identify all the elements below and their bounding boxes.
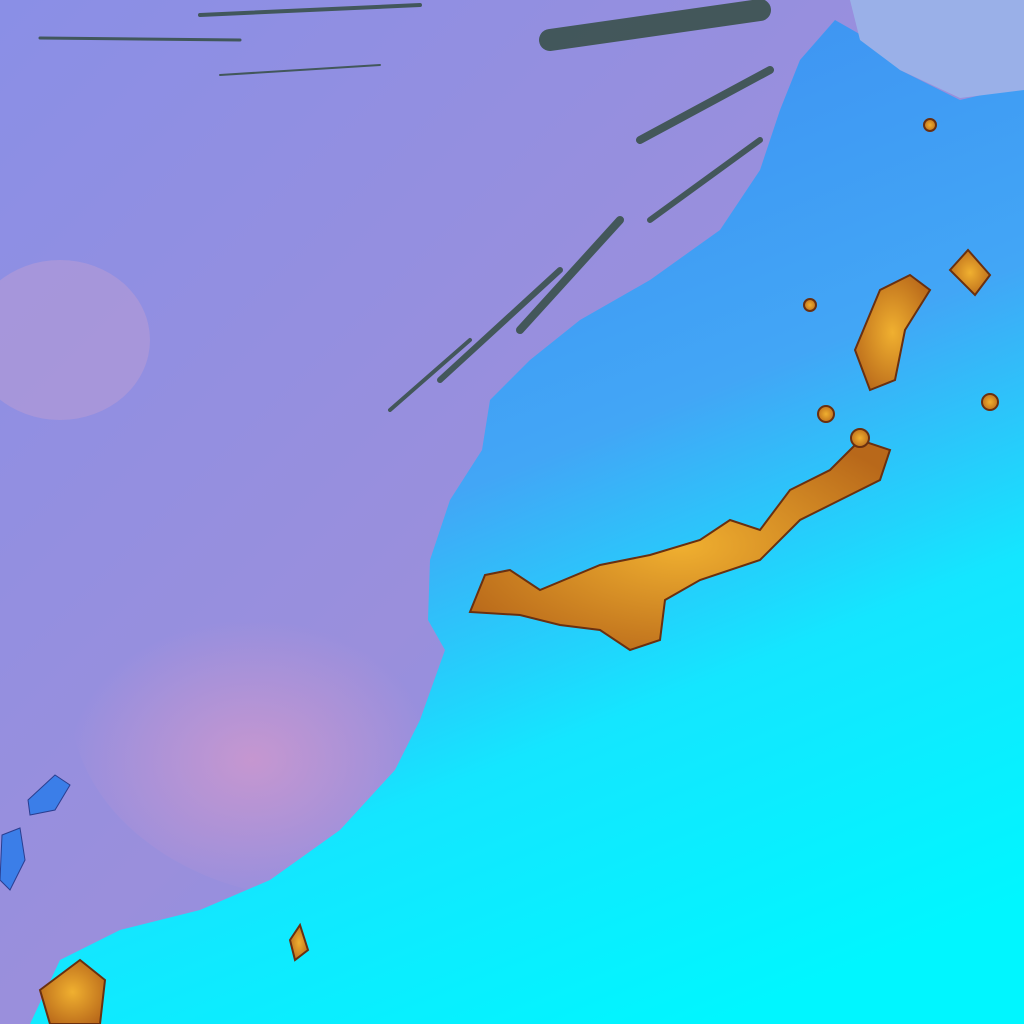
land-morocco xyxy=(30,20,1024,1024)
land-spain xyxy=(850,0,1024,98)
cloud-streaks xyxy=(38,0,774,412)
atlas-mountains xyxy=(38,118,999,1024)
canary-islands xyxy=(0,774,71,891)
ocean-haze-west xyxy=(0,260,150,420)
